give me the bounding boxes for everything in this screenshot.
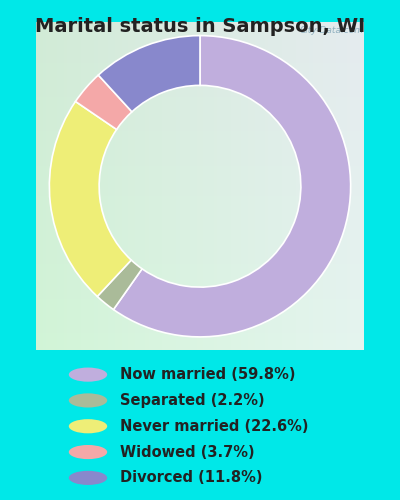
Circle shape <box>69 368 107 382</box>
Wedge shape <box>49 102 131 296</box>
Wedge shape <box>114 36 351 337</box>
Wedge shape <box>98 36 200 112</box>
Text: Never married (22.6%): Never married (22.6%) <box>120 419 308 434</box>
Text: Now married (59.8%): Now married (59.8%) <box>120 367 296 382</box>
Wedge shape <box>76 75 132 130</box>
Text: Widowed (3.7%): Widowed (3.7%) <box>120 444 255 460</box>
Circle shape <box>69 445 107 459</box>
Text: Marital status in Sampson, WI: Marital status in Sampson, WI <box>35 18 365 36</box>
Circle shape <box>69 471 107 485</box>
Wedge shape <box>97 260 142 310</box>
Circle shape <box>69 394 107 407</box>
Circle shape <box>69 419 107 434</box>
Text: City-Data.com: City-Data.com <box>300 26 364 36</box>
Text: Divorced (11.8%): Divorced (11.8%) <box>120 470 262 486</box>
Text: Separated (2.2%): Separated (2.2%) <box>120 393 265 408</box>
